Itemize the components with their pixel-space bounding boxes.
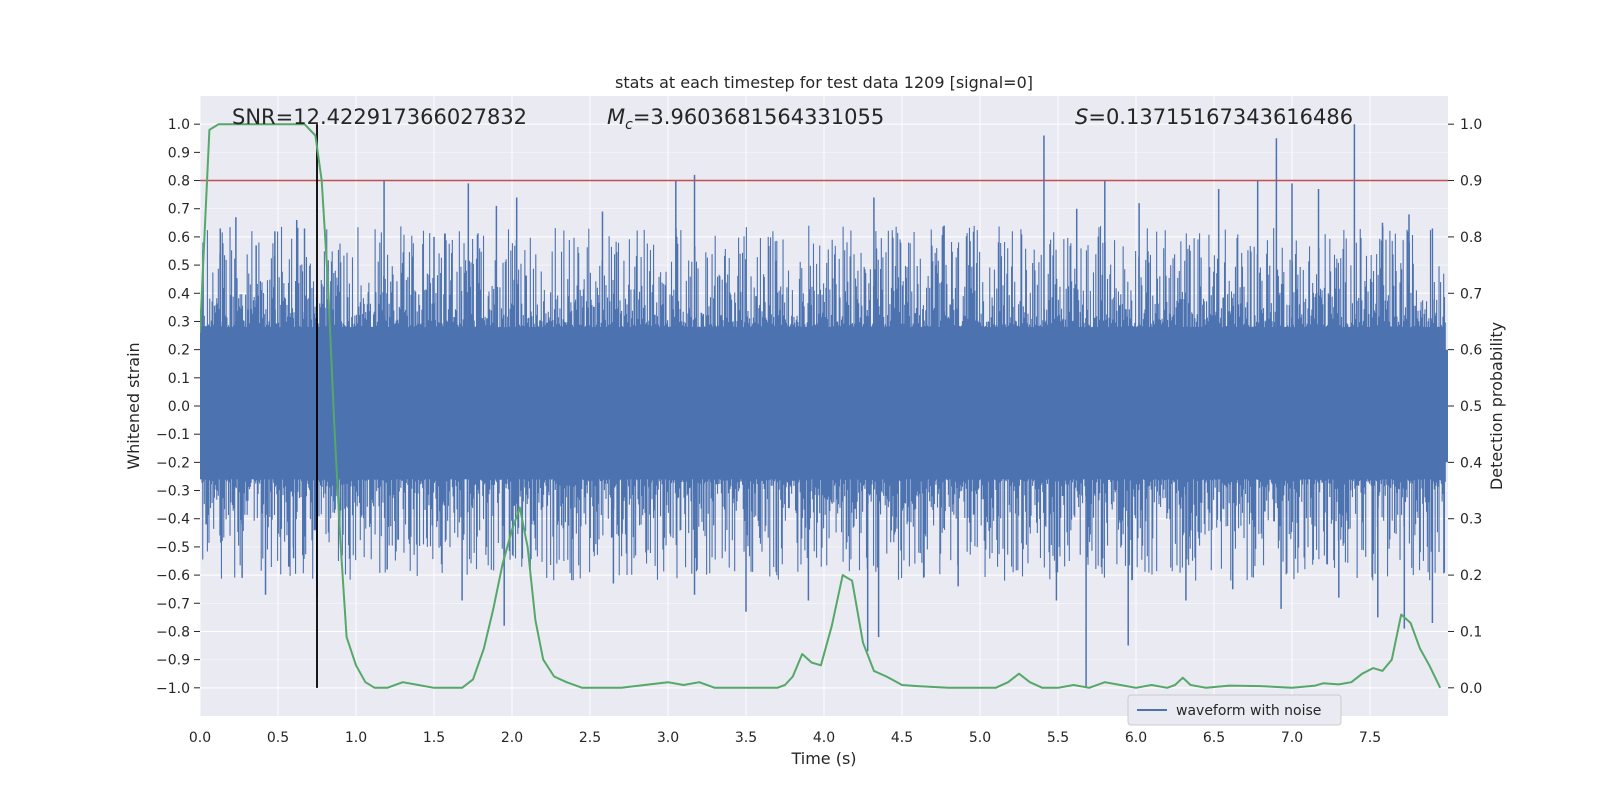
x-tick-label: 0.0: [189, 730, 211, 746]
x-tick-label: 5.5: [1047, 730, 1069, 746]
x-tick-label: 2.0: [501, 730, 523, 746]
y2-tick-label: 0.4: [1460, 455, 1482, 471]
overlay-lines: [200, 124, 1448, 688]
x-tick-label: 1.0: [345, 730, 367, 746]
y-tick-label: −0.9: [156, 653, 190, 669]
legend: waveform with noise: [1127, 694, 1342, 726]
x-tick-label: 6.5: [1203, 730, 1225, 746]
y-tick-label: 0.0: [168, 399, 190, 415]
x-tick-label: 6.0: [1125, 730, 1147, 746]
y-tick-label: 0.6: [168, 230, 190, 246]
y-tick-label: 0.5: [168, 258, 190, 274]
y2-tick-label: 0.9: [1460, 174, 1482, 190]
y-tick-label: −0.3: [156, 484, 190, 500]
waveform-series: [200, 124, 1448, 688]
x-tick-label: 4.0: [813, 730, 835, 746]
y-axis-label: Whitened strain: [124, 342, 143, 469]
x-tick-label: 0.5: [267, 730, 289, 746]
y-tick-label: −0.2: [156, 455, 190, 471]
legend-label: waveform with noise: [1176, 703, 1321, 719]
x-tick-label: 7.5: [1359, 730, 1381, 746]
x-tick-label: 5.0: [969, 730, 991, 746]
y2-tick-label: 1.0: [1460, 117, 1482, 133]
x-tick-label: 2.5: [579, 730, 601, 746]
detection-probability-line: [200, 123, 1442, 689]
y-tick-label: 0.8: [168, 174, 190, 190]
y-tick-label: 0.3: [168, 314, 190, 330]
y2-tick-label: 0.6: [1460, 343, 1482, 359]
y-tick-label: −1.0: [156, 681, 190, 697]
chirp-mass-annotation: Mc=3.9603681564331055: [607, 105, 884, 133]
chart-title: stats at each timestep for test data 120…: [615, 73, 1033, 92]
x-axis-label: Time (s): [790, 749, 856, 768]
s-symbol: S: [1075, 105, 1088, 129]
y-tick-label: 0.2: [168, 343, 190, 359]
y2-tick-label: 0.1: [1460, 624, 1482, 640]
x-tick-label: 7.0: [1281, 730, 1303, 746]
y2-tick-label: 0.3: [1460, 512, 1482, 528]
y2-tick-label: 0.2: [1460, 568, 1482, 584]
y-tick-label: 1.0: [168, 117, 190, 133]
chirp-mass-value: =3.9603681564331055: [633, 105, 884, 129]
y2-tick-label: 0.7: [1460, 286, 1482, 302]
axis-ticks: 0.0 0.5 1.0 1.5 2.0 2.5 3.0 3.5 4.0 4.5 5.0 5.5 6.0 6…: [156, 117, 1482, 746]
snr-annotation: SNR=12.422917366027832: [232, 105, 527, 129]
x-tick-label: 3.0: [657, 730, 679, 746]
y-tick-label: −0.8: [156, 624, 190, 640]
y-tick-label: 0.7: [168, 202, 190, 218]
s-value: =0.13715167343616486: [1088, 105, 1353, 129]
x-tick-label: 3.5: [735, 730, 757, 746]
y-tick-label: −0.1: [156, 427, 190, 443]
chirp-mass-symbol: M: [607, 105, 625, 129]
y-tick-label: 0.1: [168, 371, 190, 387]
y-tick-label: 0.4: [168, 286, 190, 302]
y2-tick-label: 0.5: [1460, 399, 1482, 415]
legend-box: [1127, 694, 1342, 726]
x-tick-label: 4.5: [891, 730, 913, 746]
y2-tick-label: 0.8: [1460, 230, 1482, 246]
y2-axis-label: Detection probability: [1487, 322, 1506, 490]
y-tick-label: 0.9: [168, 145, 190, 161]
y-tick-label: −0.7: [156, 596, 190, 612]
chirp-mass-subscript: c: [625, 117, 633, 133]
y-tick-label: −0.5: [156, 540, 190, 556]
y-tick-label: −0.4: [156, 512, 190, 528]
y2-tick-label: 0.0: [1460, 681, 1482, 697]
waveform-peaks: [202, 124, 1434, 688]
y-tick-label: −0.6: [156, 568, 190, 584]
waveform-noise-strokes: [200, 225, 1446, 581]
x-tick-label: 1.5: [423, 730, 445, 746]
s-annotation: S=0.13715167343616486: [1075, 105, 1353, 129]
probability-series: [200, 123, 1442, 689]
